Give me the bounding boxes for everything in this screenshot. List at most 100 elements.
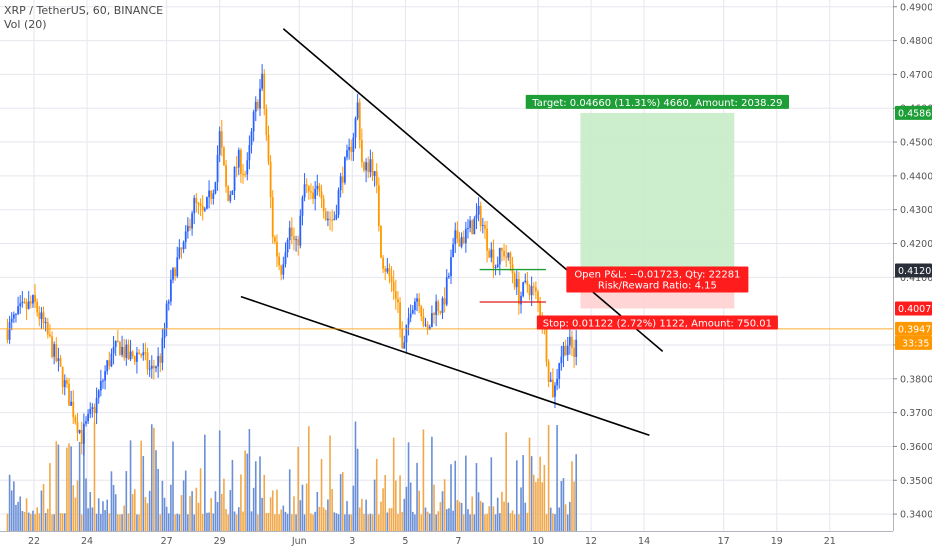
volume-indicator-label[interactable]: Vol (20) <box>4 18 47 31</box>
volume-bar <box>216 502 219 531</box>
volume-bar <box>286 513 289 531</box>
candle-body <box>80 430 83 444</box>
volume-bar <box>454 460 457 531</box>
candle-body <box>462 236 465 244</box>
volume-bar <box>261 497 263 531</box>
volume-bar <box>153 427 155 531</box>
volume-bar <box>554 514 556 531</box>
volume-bar <box>76 480 79 531</box>
volume-bar <box>161 480 164 531</box>
target-label: Target: 0.04660 (11.31%) 4660, Amount: 2… <box>525 94 790 109</box>
candle-body <box>25 301 28 309</box>
candle-body <box>528 285 531 296</box>
volume-bar <box>467 509 469 531</box>
volume-bar <box>479 500 482 531</box>
candle-body <box>131 351 134 357</box>
volume-bar <box>358 507 361 531</box>
volume-bar <box>293 496 295 531</box>
svg-text:0.41201: 0.41201 <box>898 266 932 277</box>
candle-body <box>407 317 410 325</box>
volume-bar <box>505 432 507 531</box>
volume-bar <box>231 459 234 531</box>
svg-text:Target: 0.04660 (11.31%) 4660,: Target: 0.04660 (11.31%) 4660, Amount: 2… <box>531 98 782 109</box>
candle-body <box>435 301 438 316</box>
candle-body <box>494 267 497 269</box>
time-tick-label: 19 <box>771 536 783 547</box>
volume-bar <box>225 509 227 531</box>
volume-bar <box>227 514 229 531</box>
candle-body <box>229 194 232 201</box>
volume-bar <box>70 446 72 531</box>
volume-bar <box>416 462 418 531</box>
volume-bar <box>361 498 363 531</box>
volume-bar <box>522 455 524 531</box>
volume-bar <box>509 513 512 531</box>
candle-body <box>23 301 26 303</box>
candle-body <box>571 336 573 348</box>
candle-body <box>178 247 181 258</box>
candle-body <box>312 192 314 199</box>
candle-body <box>401 328 404 349</box>
volume-bar <box>575 454 577 531</box>
candle-body <box>428 326 431 330</box>
candle-body <box>161 337 164 363</box>
volume-bar <box>524 502 527 531</box>
candle-body <box>10 318 13 323</box>
candle-body <box>560 356 563 364</box>
candle-body <box>498 247 501 265</box>
candle-body <box>356 102 359 119</box>
candle-body <box>518 279 520 305</box>
volume-bar <box>490 457 493 531</box>
volume-bar <box>333 512 336 531</box>
volume-bar <box>157 468 159 531</box>
volume-bar <box>214 491 217 531</box>
candle-body <box>114 340 117 347</box>
candle-body <box>492 249 495 268</box>
candle-body <box>61 366 64 388</box>
volume-bar <box>257 514 259 531</box>
candle-body <box>558 363 561 379</box>
volume-bar <box>352 485 355 531</box>
stop-label: Stop: 0.01122 (2.72%) 1122, Amount: 750.… <box>536 315 778 330</box>
volume-bar <box>462 514 465 531</box>
candle-body <box>392 281 395 292</box>
time-tick-label: 22 <box>28 536 40 547</box>
candle-body <box>566 345 569 356</box>
candle-body <box>573 347 575 357</box>
volume-bar <box>233 511 236 531</box>
candle-body <box>261 73 264 89</box>
candle-body <box>443 298 446 305</box>
candle-body <box>112 346 115 354</box>
candle-body <box>456 230 459 239</box>
volume-bar <box>276 489 278 531</box>
candle-body <box>216 154 219 183</box>
volume-bar <box>354 421 357 531</box>
candle-body <box>136 352 138 362</box>
candle-body <box>167 301 170 304</box>
volume-bar <box>274 514 276 531</box>
candle-body <box>256 101 259 109</box>
candle-body <box>403 342 406 349</box>
volume-bar <box>401 512 403 531</box>
volume-bar <box>34 514 36 531</box>
candle-body <box>250 131 253 146</box>
volume-bar <box>223 478 225 531</box>
volume-bar <box>573 481 575 531</box>
candle-body <box>386 268 389 272</box>
candle-body <box>184 231 187 242</box>
candle-body <box>511 264 514 274</box>
volume-bar <box>562 478 565 531</box>
volume-bar <box>499 513 501 531</box>
volume-bar <box>316 491 319 531</box>
volume-bar <box>515 460 518 531</box>
candle-body <box>437 301 440 312</box>
volume-bar <box>167 513 170 531</box>
candle-body <box>121 346 123 355</box>
candle-body <box>522 282 525 296</box>
candle-body <box>46 322 49 335</box>
candle-body <box>477 205 480 215</box>
volume-bar <box>346 501 348 531</box>
candle-body <box>29 301 32 304</box>
